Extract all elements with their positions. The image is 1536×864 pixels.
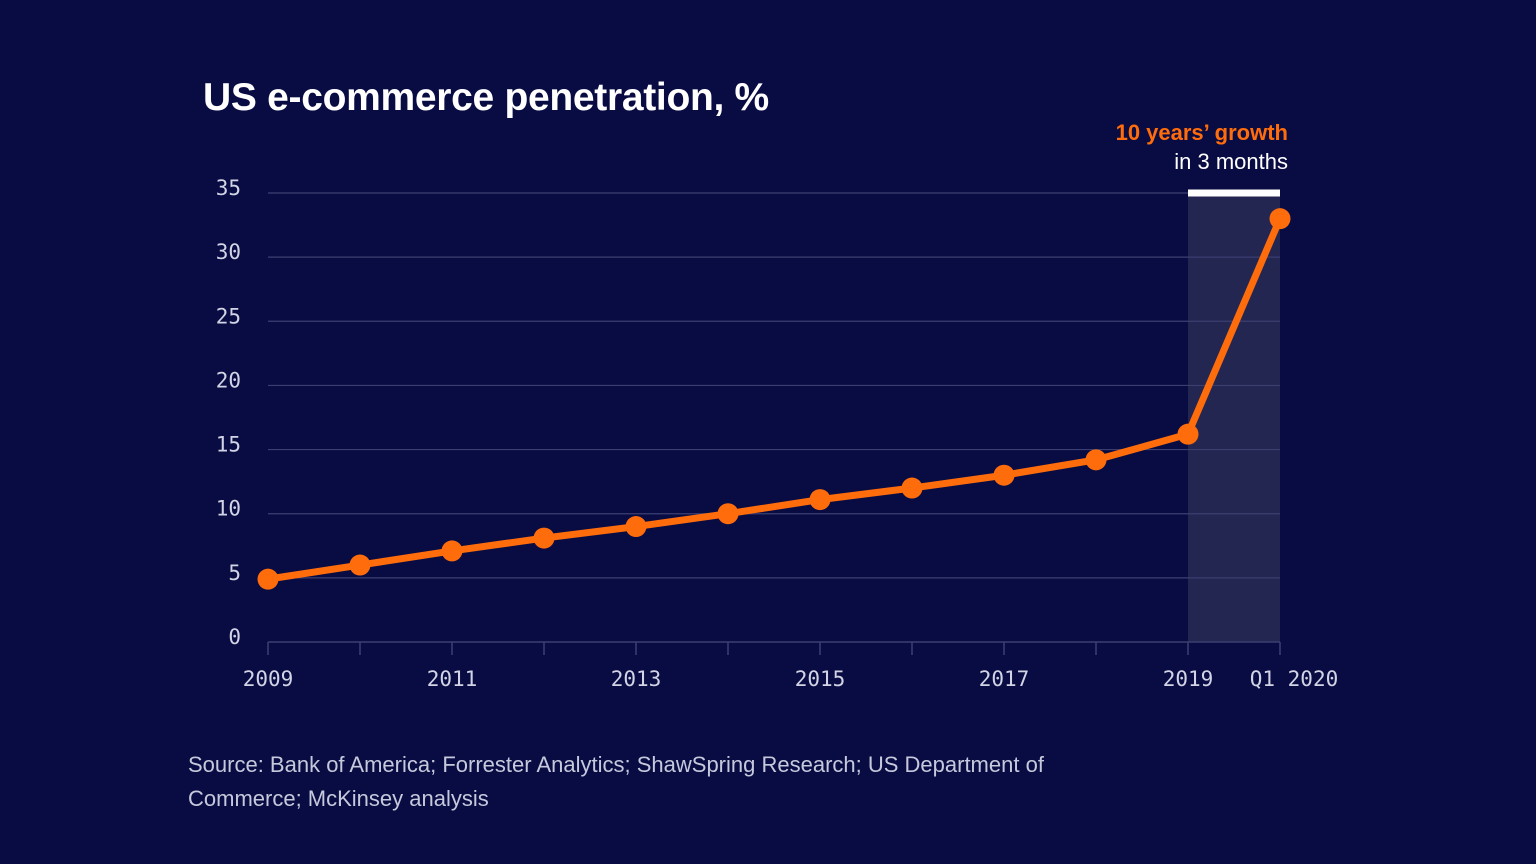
x-tick-label: 2009 [243, 667, 294, 691]
data-point [901, 477, 923, 499]
y-tick-label: 35 [216, 176, 241, 200]
data-point [1085, 449, 1107, 471]
data-point [717, 503, 739, 525]
y-tick-label: 0 [228, 625, 241, 649]
x-tick-label: 2013 [611, 667, 662, 691]
annotation-text: in 3 months [1174, 149, 1288, 174]
data-point [625, 516, 647, 538]
y-tick-label: 10 [216, 497, 241, 521]
data-point [349, 554, 371, 576]
data-point [993, 464, 1015, 486]
annotation-highlight: 10 years’ growth [1115, 120, 1288, 145]
chart-title: US e-commerce penetration, % [203, 76, 769, 119]
y-tick-label: 30 [216, 240, 241, 264]
x-tick-label: 2017 [979, 667, 1030, 691]
data-point [441, 540, 463, 562]
x-tick-label: 2019 [1163, 667, 1214, 691]
y-tick-label: 20 [216, 368, 241, 392]
highlight-band [1188, 193, 1280, 642]
y-tick-label: 5 [228, 561, 241, 585]
series-line [264, 215, 1284, 583]
source-note: Source: Bank of America; Forrester Analy… [188, 752, 1044, 811]
data-point [1177, 423, 1199, 445]
x-tick-label: 2015 [795, 667, 846, 691]
y-tick-label: 15 [216, 433, 241, 457]
data-point [533, 527, 555, 549]
x-tick-label: Q1 2020 [1250, 667, 1339, 691]
data-point [1269, 208, 1291, 230]
data-point [257, 568, 279, 590]
data-point [809, 489, 831, 511]
x-tick-label: 2011 [427, 667, 478, 691]
y-tick-label: 25 [216, 304, 241, 328]
growth-annotation: 10 years’ growth in 3 months [1116, 118, 1288, 176]
